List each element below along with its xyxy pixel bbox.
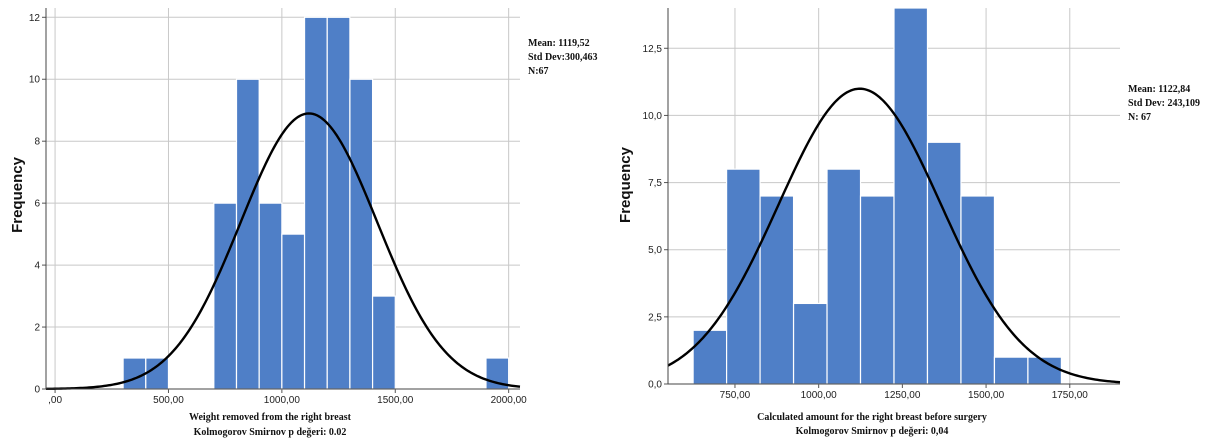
right-histogram-bar bbox=[859, 195, 895, 385]
left-histogram-bar bbox=[235, 78, 260, 390]
left-stats-box: Mean: 1119,52 Std Dev:300,463 N:67 bbox=[528, 38, 597, 77]
right-stat-n: N: 67 bbox=[1128, 112, 1151, 123]
left-histogram-bar bbox=[349, 78, 374, 390]
right-stat-mean: Mean: 1122,84 bbox=[1128, 84, 1190, 95]
right-stat-stddev: Std Dev: 243,109 bbox=[1128, 98, 1200, 109]
left-y-tick-label: 10 bbox=[29, 75, 41, 86]
left-y-tick-label: 6 bbox=[34, 199, 40, 210]
right-bars bbox=[692, 7, 1063, 385]
right-y-tick-label: 10,0 bbox=[643, 111, 663, 122]
right-y-tick-label: 2,5 bbox=[648, 312, 662, 323]
left-x-tick-label: 1500,00 bbox=[377, 395, 414, 406]
right-x-tick-label: 1000,00 bbox=[801, 390, 838, 401]
left-y-tick-label: 8 bbox=[34, 137, 40, 148]
right-histogram-bar bbox=[960, 195, 996, 385]
left-histogram-bar bbox=[326, 16, 351, 390]
right-x-tick-label: 1500,00 bbox=[968, 390, 1005, 401]
left-histogram-bar bbox=[145, 357, 170, 390]
left-histogram-bar bbox=[258, 202, 283, 390]
left-histogram-bar bbox=[213, 202, 238, 390]
left-y-tick-label: 0 bbox=[34, 385, 40, 396]
right-y-tick-label: 0,0 bbox=[648, 380, 662, 391]
left-histogram-bar bbox=[371, 295, 396, 390]
right-histogram-bar bbox=[792, 302, 828, 385]
right-y-tick-label: 12,5 bbox=[643, 44, 663, 55]
right-histogram-bar bbox=[826, 168, 862, 385]
left-x-tick-label: 1000,00 bbox=[264, 395, 301, 406]
left-stat-stddev: Std Dev:300,463 bbox=[528, 52, 597, 63]
left-histogram-bar bbox=[303, 16, 328, 390]
right-y-axis-label: Frequency bbox=[617, 146, 634, 223]
left-x-tick-label: ,00 bbox=[48, 395, 62, 406]
left-normal-curve bbox=[45, 112, 521, 391]
right-histogram-bar bbox=[893, 7, 929, 385]
left-x-tick-label: 500,00 bbox=[153, 395, 184, 406]
right-stats-box: Mean: 1122,84 Std Dev: 243,109 N: 67 bbox=[1128, 84, 1200, 123]
left-histogram-bar bbox=[281, 233, 306, 390]
right-x-tick-label: 1250,00 bbox=[884, 390, 921, 401]
right-y-tick-label: 5,0 bbox=[648, 245, 662, 256]
right-x-tick-label: 750,00 bbox=[720, 390, 751, 401]
left-stat-mean: Mean: 1119,52 bbox=[528, 38, 590, 49]
left-stat-n: N:67 bbox=[528, 66, 549, 77]
left-y-tick-label: 12 bbox=[29, 13, 41, 24]
right-histogram: Frequency Mean: 1122,84 Std Dev: 243,109… bbox=[617, 7, 1200, 437]
right-normal-curve bbox=[667, 87, 1121, 384]
left-caption-title: Weight removed from the right breast bbox=[189, 412, 352, 423]
left-y-tick-label: 4 bbox=[34, 261, 40, 272]
right-histogram-bar bbox=[759, 195, 795, 385]
left-caption-ks: Kolmogorov Smirnov p değeri: 0.02 bbox=[194, 427, 347, 438]
right-y-tick-label: 7,5 bbox=[648, 178, 662, 189]
left-y-axis-label: Frequency bbox=[9, 156, 26, 233]
right-caption-title: Calculated amount for the right breast b… bbox=[757, 412, 987, 423]
right-histogram-bar bbox=[926, 141, 962, 385]
right-x-tick-label: 1750,00 bbox=[1052, 390, 1089, 401]
left-y-tick-label: 2 bbox=[34, 323, 40, 334]
left-histogram: Frequency Mean: 1119,52 Std Dev:300,463 … bbox=[9, 8, 597, 438]
right-caption-ks: Kolmogorov Smirnov p değeri: 0,04 bbox=[796, 426, 949, 437]
left-histogram-bar bbox=[122, 357, 147, 390]
right-histogram-bar bbox=[692, 329, 728, 385]
right-histogram-bar bbox=[993, 356, 1029, 385]
left-x-tick-label: 2000,00 bbox=[491, 395, 528, 406]
